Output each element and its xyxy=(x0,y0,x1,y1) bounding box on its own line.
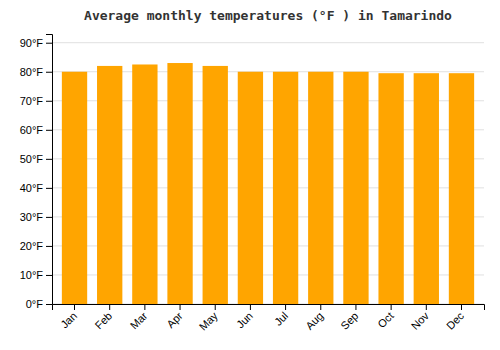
y-tick: 40°F xyxy=(20,182,52,194)
bar xyxy=(97,66,122,304)
x-tick-mark xyxy=(320,304,321,310)
x-tick-label: Feb xyxy=(92,310,114,332)
bar xyxy=(308,72,333,304)
bar xyxy=(132,64,157,304)
bar xyxy=(273,72,298,304)
x-tick-label: Aug xyxy=(303,310,325,332)
y-tick-mark xyxy=(46,130,52,131)
x-tick: Dec xyxy=(444,304,467,332)
bar xyxy=(449,73,474,304)
x-tick-label: Sep xyxy=(338,310,360,332)
x-tick-label: May xyxy=(197,309,221,333)
bar xyxy=(238,72,263,304)
x-tick-mark xyxy=(426,304,427,310)
y-axis: 0°F 10°F 20°F 30°F 40°F 50°F 60°F 70°F 80°F 90°F xyxy=(20,35,53,311)
y-tick-mark xyxy=(46,217,52,218)
y-tick: 20°F xyxy=(20,240,52,252)
y-tick-label: 30°F xyxy=(20,211,44,223)
y-tick-label: 20°F xyxy=(20,240,44,252)
x-tick: Jun xyxy=(234,304,255,331)
x-tick: Jan xyxy=(58,304,79,331)
y-tick-mark xyxy=(46,275,52,276)
y-tick-label: 10°F xyxy=(20,269,44,281)
y-tick: 0°F xyxy=(26,298,52,310)
y-tick-mark xyxy=(46,72,52,73)
y-tick-mark xyxy=(46,43,52,44)
x-tick-label: Jul xyxy=(272,310,290,328)
x-tick: Oct xyxy=(375,304,396,330)
y-tick-mark xyxy=(46,101,52,102)
x-tick-mark xyxy=(355,304,356,310)
x-tick-mark xyxy=(74,304,75,310)
bars xyxy=(62,63,474,304)
x-tick: Mar xyxy=(128,304,150,331)
x-tick: Jul xyxy=(272,304,290,328)
y-tick-label: 80°F xyxy=(20,66,44,78)
y-tick-label: 0°F xyxy=(26,298,44,310)
x-tick-label: Mar xyxy=(128,309,150,331)
grid-line xyxy=(52,42,484,43)
x-tick: May xyxy=(197,304,221,333)
x-tick-label: Jun xyxy=(234,310,255,331)
y-tick-label: 40°F xyxy=(20,182,44,194)
chart: Jan Feb Mar Apr May Jun Jul Aug Sep Oct Nov Dec 0°F 1… xyxy=(0,0,500,350)
y-tick: 70°F xyxy=(20,95,52,107)
x-tick-mark xyxy=(180,304,181,310)
x-tick-label: Dec xyxy=(444,309,467,332)
x-tick: Sep xyxy=(338,304,360,332)
y-tick-label: 60°F xyxy=(20,124,44,136)
x-tick-label: Apr xyxy=(164,309,185,330)
x-tick-label: Oct xyxy=(375,310,396,331)
y-tick: 10°F xyxy=(20,269,52,281)
x-axis: Jan Feb Mar Apr May Jun Jul Aug Sep Oct Nov Dec xyxy=(53,304,485,333)
x-tick-mark xyxy=(285,304,286,310)
y-tick: 50°F xyxy=(20,153,52,165)
x-tick-label: Jan xyxy=(58,310,79,331)
y-tick-label: 50°F xyxy=(20,153,44,165)
y-tick-label: 90°F xyxy=(20,37,44,49)
x-tick-mark xyxy=(391,304,392,310)
axis-line xyxy=(53,305,485,311)
y-tick-mark xyxy=(46,246,52,247)
y-tick-mark xyxy=(46,304,52,305)
y-tick: 90°F xyxy=(20,37,52,49)
bar xyxy=(414,73,439,304)
x-tick: Feb xyxy=(92,304,114,331)
y-tick: 80°F xyxy=(20,66,52,78)
bar xyxy=(167,63,192,304)
y-tick: 30°F xyxy=(20,211,52,223)
x-tick-mark xyxy=(461,304,462,310)
x-tick: Apr xyxy=(164,304,185,330)
x-tick-label: Nov xyxy=(409,309,432,332)
title: Average monthly temperatures (°F ) in Ta… xyxy=(84,8,452,23)
x-tick-mark xyxy=(250,304,251,310)
bar xyxy=(343,72,368,304)
y-tick-label: 70°F xyxy=(20,95,44,107)
x-tick-mark xyxy=(215,304,216,310)
bar xyxy=(203,66,228,304)
bar xyxy=(62,72,87,304)
x-tick: Nov xyxy=(409,304,432,332)
y-tick: 60°F xyxy=(20,124,52,136)
x-tick-mark xyxy=(144,304,145,310)
bar xyxy=(378,73,403,304)
plot: Jan Feb Mar Apr May Jun Jul Aug Sep Oct Nov Dec 0°F 1… xyxy=(20,35,485,333)
y-tick-mark xyxy=(46,159,52,160)
x-tick: Aug xyxy=(303,304,325,332)
y-tick-mark xyxy=(46,188,52,189)
grid xyxy=(52,43,484,304)
x-tick-mark xyxy=(109,304,110,310)
axis-line xyxy=(46,35,53,305)
